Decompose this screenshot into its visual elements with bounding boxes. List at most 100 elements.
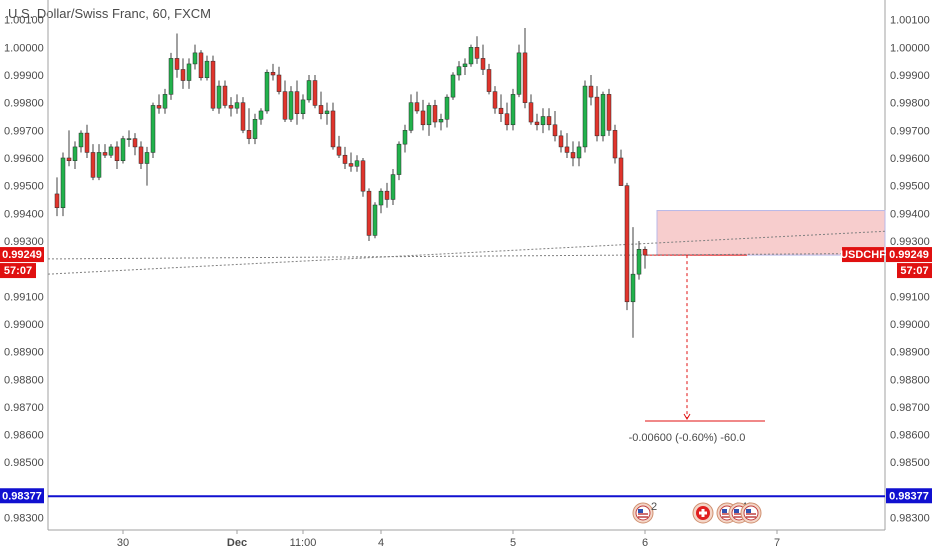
candle-body — [288, 91, 294, 120]
candle — [252, 113, 258, 145]
y-tick-label-right: 0.99500 — [890, 181, 930, 193]
candle-body — [216, 85, 222, 109]
candle-body — [354, 160, 360, 167]
candle — [426, 102, 432, 136]
candle — [222, 80, 228, 109]
candle — [264, 69, 270, 114]
candle — [78, 130, 84, 153]
candle-body — [174, 58, 180, 70]
candle — [402, 124, 408, 153]
candle — [624, 182, 630, 311]
last-price-tag-right-text: 0.99249 — [889, 249, 929, 261]
support-tag-right: 0.98377 — [886, 488, 932, 504]
candle-body — [156, 105, 162, 109]
candle-body — [300, 99, 306, 114]
candle — [408, 94, 414, 134]
y-tick-label-left: 0.99100 — [4, 291, 44, 303]
event-icons[interactable]: 2349 — [632, 501, 762, 524]
candle-body — [246, 130, 252, 139]
candle — [504, 102, 510, 131]
candle — [594, 86, 600, 142]
candle — [354, 155, 360, 172]
candle-body — [114, 146, 120, 161]
candle — [72, 141, 78, 170]
candle — [582, 80, 588, 153]
candle-body — [336, 146, 342, 156]
countdown-tag-left-bg — [0, 263, 36, 279]
candle-body — [372, 204, 378, 236]
candle — [276, 66, 282, 95]
candle-body — [630, 273, 636, 303]
symbol-tag-text: USDCHF — [840, 249, 886, 261]
candle — [342, 146, 348, 170]
trend-line[interactable] — [47, 252, 886, 260]
measure-tool[interactable]: -0.00600 (-0.60%) -60.0 — [629, 255, 765, 444]
candle-body — [588, 85, 594, 98]
candle-body — [252, 119, 258, 139]
candle-body — [594, 96, 600, 137]
candle-body — [516, 52, 522, 95]
event-flag-icon[interactable] — [692, 502, 714, 524]
y-tick-label-left: 0.99300 — [4, 236, 44, 248]
candle — [414, 91, 420, 114]
candle-body — [102, 152, 108, 156]
candle-body — [474, 47, 480, 59]
candle — [120, 135, 126, 164]
y-tick-label-left: 0.98800 — [4, 374, 44, 386]
event-count-label: 2 — [651, 501, 657, 513]
candle-body — [348, 163, 354, 167]
candle-body — [342, 154, 348, 164]
y-tick-label-right: 0.98300 — [890, 513, 930, 525]
y-tick-label-right: 0.99000 — [890, 319, 930, 331]
y-tick-label-left: 0.99400 — [4, 208, 44, 220]
candle — [90, 144, 96, 181]
y-tick-label-right: 0.99600 — [890, 153, 930, 165]
candle — [216, 80, 222, 114]
candle-body — [546, 116, 552, 126]
y-tick-label-right: 0.99400 — [890, 208, 930, 220]
candle — [330, 102, 336, 150]
candles — [54, 27, 648, 338]
event-flag-icon[interactable]: 2 — [632, 501, 657, 524]
support-tag-left: 0.98377 — [0, 488, 44, 504]
us-flag-canton — [722, 509, 727, 513]
candle — [300, 94, 306, 120]
y-tick-label-right: 1.00100 — [890, 15, 930, 27]
candle — [642, 246, 648, 269]
candle — [156, 94, 162, 114]
measure-label: -0.00600 (-0.60%) -60.0 — [629, 432, 746, 444]
event-flag-icon[interactable] — [740, 502, 762, 524]
candle — [576, 141, 582, 167]
candle — [54, 177, 60, 217]
candle-body — [408, 102, 414, 131]
candle-body — [90, 152, 96, 178]
candle-body — [108, 146, 114, 156]
candle — [312, 75, 318, 109]
trend-lines[interactable] — [47, 230, 886, 498]
us-flag-canton — [746, 509, 751, 513]
candle — [84, 124, 90, 158]
candle — [96, 144, 102, 181]
y-tick-label-left: 0.98600 — [4, 430, 44, 442]
support-tag-left-text: 0.98377 — [2, 490, 42, 502]
candle — [360, 157, 366, 197]
candle-body — [522, 52, 528, 103]
candle — [510, 88, 516, 131]
candle-body — [378, 190, 384, 206]
candle-body — [294, 91, 300, 114]
y-tick-label-right: 0.99100 — [890, 291, 930, 303]
candle-body — [432, 105, 438, 123]
candle — [378, 188, 384, 214]
candle-body — [384, 190, 390, 200]
candle-body — [498, 107, 504, 114]
symbol-tag-bg — [842, 247, 884, 263]
candle — [636, 240, 642, 280]
candle — [420, 99, 426, 131]
candle-body — [72, 146, 78, 161]
candle-body — [96, 152, 102, 178]
candle — [552, 110, 558, 142]
candle — [588, 75, 594, 106]
candle — [204, 55, 210, 81]
candle — [132, 133, 138, 156]
